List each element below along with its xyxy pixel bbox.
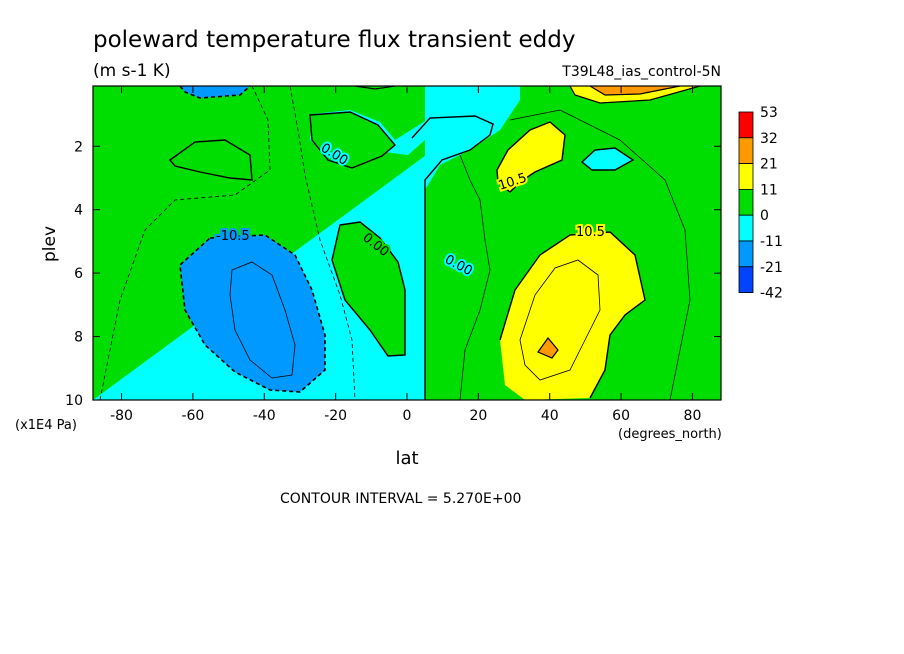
colorbar-label: 11 <box>760 182 778 198</box>
x-tick-label: -60 <box>181 408 204 424</box>
contour-top-center <box>354 86 396 90</box>
region-negative-north <box>582 148 633 170</box>
x-tick-label: 40 <box>541 408 559 424</box>
contour-label: -10.5 <box>216 229 250 244</box>
colorbar-label: -21 <box>760 260 783 276</box>
y-tick-label: 4 <box>74 203 83 219</box>
x-tick-label: 0 <box>403 408 412 424</box>
y-tick-label: 6 <box>74 266 83 282</box>
colorbar-swatch <box>738 188 754 216</box>
contour-label: 10.5 <box>576 225 605 240</box>
colorbar-swatch <box>738 111 754 139</box>
region-negative-center <box>425 86 520 180</box>
colorbar-swatch <box>738 240 754 268</box>
region-peak <box>538 338 558 358</box>
x-axis: -80 -60 -40 -20 0 20 40 60 80 <box>110 86 701 424</box>
region-positive-center <box>332 222 405 356</box>
contour-pos-outer <box>459 109 691 400</box>
region-positive-center-upper <box>310 112 395 168</box>
region-negative-strong <box>180 235 325 392</box>
contour-neg-inner <box>229 261 296 379</box>
colorbar-label: 32 <box>760 131 778 147</box>
region-positive-lower-cell <box>500 232 645 400</box>
colorbar-swatch <box>738 163 754 190</box>
y-axis-label: plev <box>40 226 60 262</box>
contour-zero-north <box>580 147 635 171</box>
y-tick-label: 2 <box>74 139 83 155</box>
chart-title: poleward temperature flux transient eddy <box>93 27 575 53</box>
contour-peak <box>537 337 559 359</box>
contour-zero-mid <box>411 115 494 400</box>
colorbar-label: -42 <box>760 286 783 302</box>
chart-units: (m s-1 K) <box>93 61 171 81</box>
contour-top-south <box>179 86 251 99</box>
x-axis-label: lat <box>395 448 418 469</box>
colorbar-swatch <box>738 137 754 165</box>
contour-pos-lower-inner <box>519 259 601 381</box>
x-tick-label: 80 <box>684 408 702 424</box>
x-axis-units: (degrees_north) <box>618 427 722 442</box>
region-positive-south-upper <box>170 140 252 180</box>
contour-lines <box>99 86 701 400</box>
y-tick-label: 8 <box>74 330 83 346</box>
colorbar-label: 53 <box>760 105 778 121</box>
dataset-label: T39L48_ias_control-5N <box>561 64 721 80</box>
colorbar-label: 21 <box>760 157 778 173</box>
region-positive-upper-cell <box>497 122 565 192</box>
contour-pos-upper <box>496 121 566 193</box>
colorbar-swatch <box>738 214 754 242</box>
colorbar: 53 32 21 11 0 -11 -21 -42 <box>738 105 783 302</box>
colorbar-label: 0 <box>760 208 769 224</box>
contour-zero-center-upper <box>309 111 396 169</box>
contour-pos-lower <box>499 231 646 399</box>
contour-neg-strong <box>179 234 326 393</box>
x-tick-label: -40 <box>253 408 276 424</box>
contour-zero-center <box>331 221 406 357</box>
contour-field: 0.00 0.00 0.00 10.5 10.5 -10.5 <box>93 86 721 400</box>
region-top-north-peak <box>590 86 680 95</box>
x-tick-label: 60 <box>612 408 630 424</box>
x-tick-label: -20 <box>324 408 347 424</box>
contour-interval: CONTOUR INTERVAL = 5.270E+00 <box>280 491 521 507</box>
y-axis: 2 4 6 8 10 <box>65 139 721 409</box>
colorbar-label: -11 <box>760 234 783 250</box>
x-tick-label: 20 <box>469 408 487 424</box>
contour-neg-outer <box>99 86 356 400</box>
contour-zero-west <box>168 139 253 181</box>
x-tick-label: -80 <box>110 408 133 424</box>
y-axis-units: (x1E4 Pa) <box>15 418 77 433</box>
y-tick-label: 10 <box>65 393 83 409</box>
colorbar-swatch <box>738 266 754 293</box>
contour-top-north <box>569 86 701 104</box>
